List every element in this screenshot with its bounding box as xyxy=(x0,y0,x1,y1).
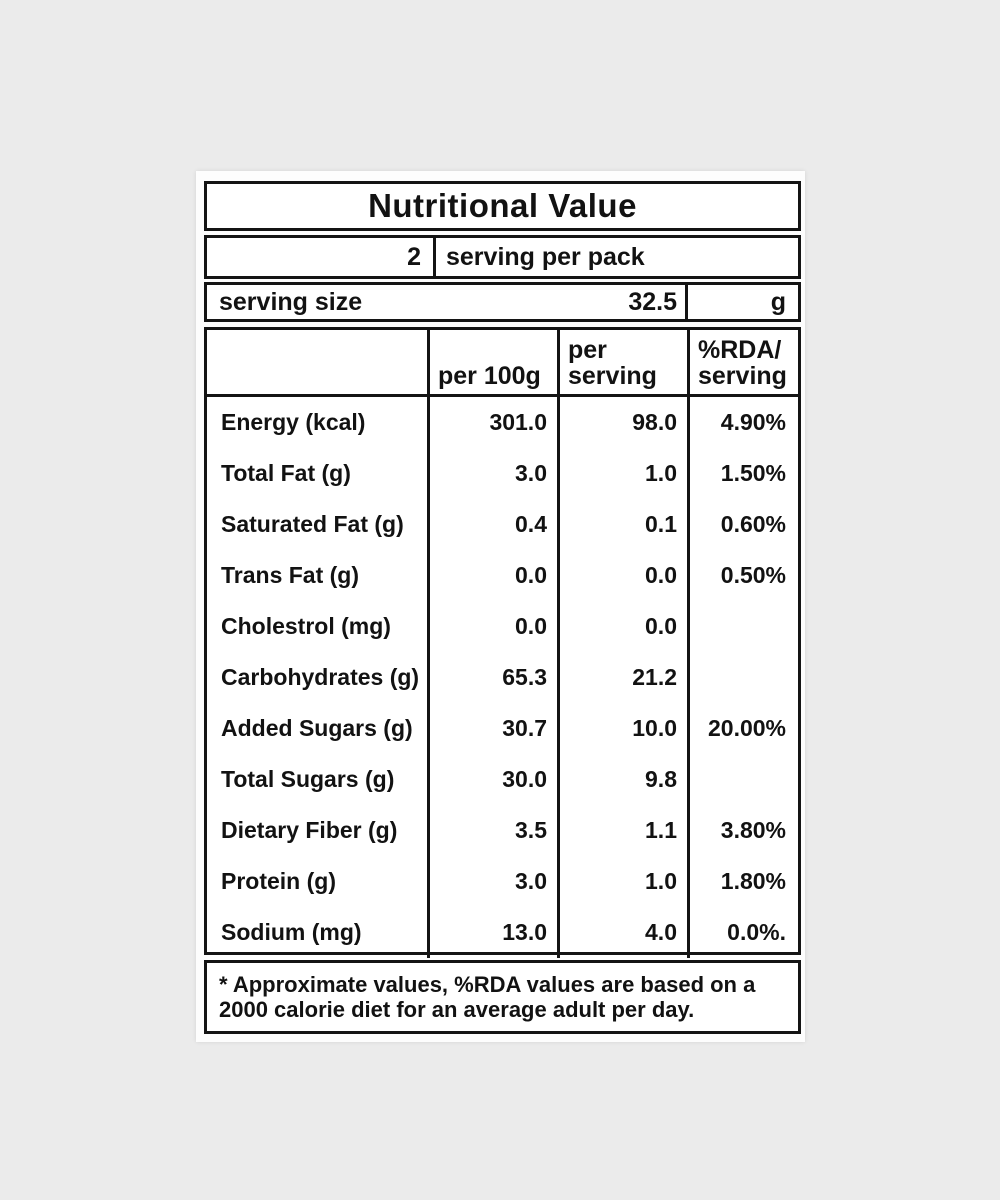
header-per-serving: per serving xyxy=(557,330,687,394)
row-per-serving-value: 0.0 xyxy=(557,601,687,652)
table-row: Saturated Fat (g) 0.4 0.1 0.60% xyxy=(207,499,798,550)
row-rda-value: 0.0%. xyxy=(687,907,798,958)
serving-size-label: serving size xyxy=(219,287,363,316)
row-per-100g-value: 30.7 xyxy=(427,703,557,754)
row-per-100g-value: 301.0 xyxy=(427,397,557,448)
row-nutrient-name: Total Fat (g) xyxy=(221,460,351,486)
table-header-row: per 100g per serving %RDA/ serving xyxy=(207,330,798,397)
row-rda-value: 1.80% xyxy=(687,856,798,907)
row-per-serving-value: 9.8 xyxy=(557,754,687,805)
label-title: Nutritional Value xyxy=(368,187,637,224)
row-nutrient-name: Carbohydrates (g) xyxy=(221,664,420,690)
row-per-serving-value: 0.0 xyxy=(557,550,687,601)
serving-size-left-cell: serving size 32.5 xyxy=(207,285,685,319)
row-rda-value xyxy=(687,601,798,652)
row-per-serving-value: 21.2 xyxy=(557,652,687,703)
header-per-100g: per 100g xyxy=(427,330,557,394)
row-nutrient-name: Dietary Fiber (g) xyxy=(221,817,398,843)
row-per-serving-value: 98.0 xyxy=(557,397,687,448)
row-rda-value xyxy=(687,652,798,703)
table-row: Sodium (mg) 13.0 4.0 0.0%. xyxy=(207,907,798,958)
row-per-100g-value: 0.0 xyxy=(427,601,557,652)
row-per-100g-value: 65.3 xyxy=(427,652,557,703)
header-per-serving-line1: per xyxy=(568,336,607,364)
table-row: Protein (g) 3.0 1.0 1.80% xyxy=(207,856,798,907)
row-per-100g-value: 3.5 xyxy=(427,805,557,856)
header-nutrient-cell xyxy=(207,330,427,394)
row-per-serving-value: 1.0 xyxy=(557,448,687,499)
serving-size-unit: g xyxy=(685,285,798,319)
footnote-box: * Approximate values, %RDA values are ba… xyxy=(204,960,801,1034)
header-rda: %RDA/ serving xyxy=(687,330,798,394)
row-per-100g-value: 3.0 xyxy=(427,448,557,499)
row-per-100g-value: 3.0 xyxy=(427,856,557,907)
header-rda-line1: %RDA/ xyxy=(698,336,782,364)
footnote-line2: 2000 calorie diet for an average adult p… xyxy=(219,997,695,1022)
serving-size-row: serving size 32.5 g xyxy=(204,282,801,322)
table-row: Carbohydrates (g) 65.3 21.2 xyxy=(207,652,798,703)
table-row: Energy (kcal) 301.0 98.0 4.90% xyxy=(207,397,798,448)
serving-size-value: 32.5 xyxy=(628,287,677,316)
row-nutrient-name: Added Sugars (g) xyxy=(221,715,413,741)
row-rda-value: 0.60% xyxy=(687,499,798,550)
table-row: Trans Fat (g) 0.0 0.0 0.50% xyxy=(207,550,798,601)
table-body: Energy (kcal) 301.0 98.0 4.90% Total Fat… xyxy=(207,397,798,958)
row-rda-value: 3.80% xyxy=(687,805,798,856)
row-per-serving-value: 0.1 xyxy=(557,499,687,550)
row-rda-value: 4.90% xyxy=(687,397,798,448)
row-per-serving-value: 1.1 xyxy=(557,805,687,856)
table-row: Cholestrol (mg) 0.0 0.0 xyxy=(207,601,798,652)
title-box: Nutritional Value xyxy=(204,181,801,231)
row-rda-value: 20.00% xyxy=(687,703,798,754)
nutrition-label: Nutritional Value 2 serving per pack ser… xyxy=(204,181,801,1034)
servings-per-pack-text: serving per pack xyxy=(433,238,798,276)
header-per-serving-line2: serving xyxy=(568,362,657,390)
row-nutrient-name: Sodium (mg) xyxy=(221,919,362,945)
row-nutrient-name: Protein (g) xyxy=(221,868,336,894)
table-row: Total Sugars (g) 30.0 9.8 xyxy=(207,754,798,805)
nutrition-label-card: Nutritional Value 2 serving per pack ser… xyxy=(196,171,805,1042)
table-row: Added Sugars (g) 30.7 10.0 20.00% xyxy=(207,703,798,754)
row-per-serving-value: 1.0 xyxy=(557,856,687,907)
row-rda-value xyxy=(687,754,798,805)
row-nutrient-name: Trans Fat (g) xyxy=(221,562,360,588)
nutrition-table: per 100g per serving %RDA/ serving Energ… xyxy=(204,327,801,958)
row-nutrient-name: Saturated Fat (g) xyxy=(221,511,404,537)
table-row: Total Fat (g) 3.0 1.0 1.50% xyxy=(207,448,798,499)
row-nutrient-name: Total Sugars (g) xyxy=(221,766,395,792)
row-nutrient-name: Energy (kcal) xyxy=(221,409,366,435)
header-per-100g-label: per 100g xyxy=(438,362,541,390)
row-rda-value: 0.50% xyxy=(687,550,798,601)
row-rda-value: 1.50% xyxy=(687,448,798,499)
servings-per-pack-count: 2 xyxy=(407,242,421,271)
header-rda-line2: serving xyxy=(698,362,787,390)
servings-per-pack-row: 2 serving per pack xyxy=(204,235,801,279)
table-row: Dietary Fiber (g) 3.5 1.1 3.80% xyxy=(207,805,798,856)
row-per-100g-value: 0.4 xyxy=(427,499,557,550)
row-per-100g-value: 30.0 xyxy=(427,754,557,805)
row-per-serving-value: 10.0 xyxy=(557,703,687,754)
row-per-100g-value: 13.0 xyxy=(427,907,557,958)
row-nutrient-name: Cholestrol (mg) xyxy=(221,613,391,639)
row-per-100g-value: 0.0 xyxy=(427,550,557,601)
row-per-serving-value: 4.0 xyxy=(557,907,687,958)
footnote-line1: * Approximate values, %RDA values are ba… xyxy=(219,972,756,997)
